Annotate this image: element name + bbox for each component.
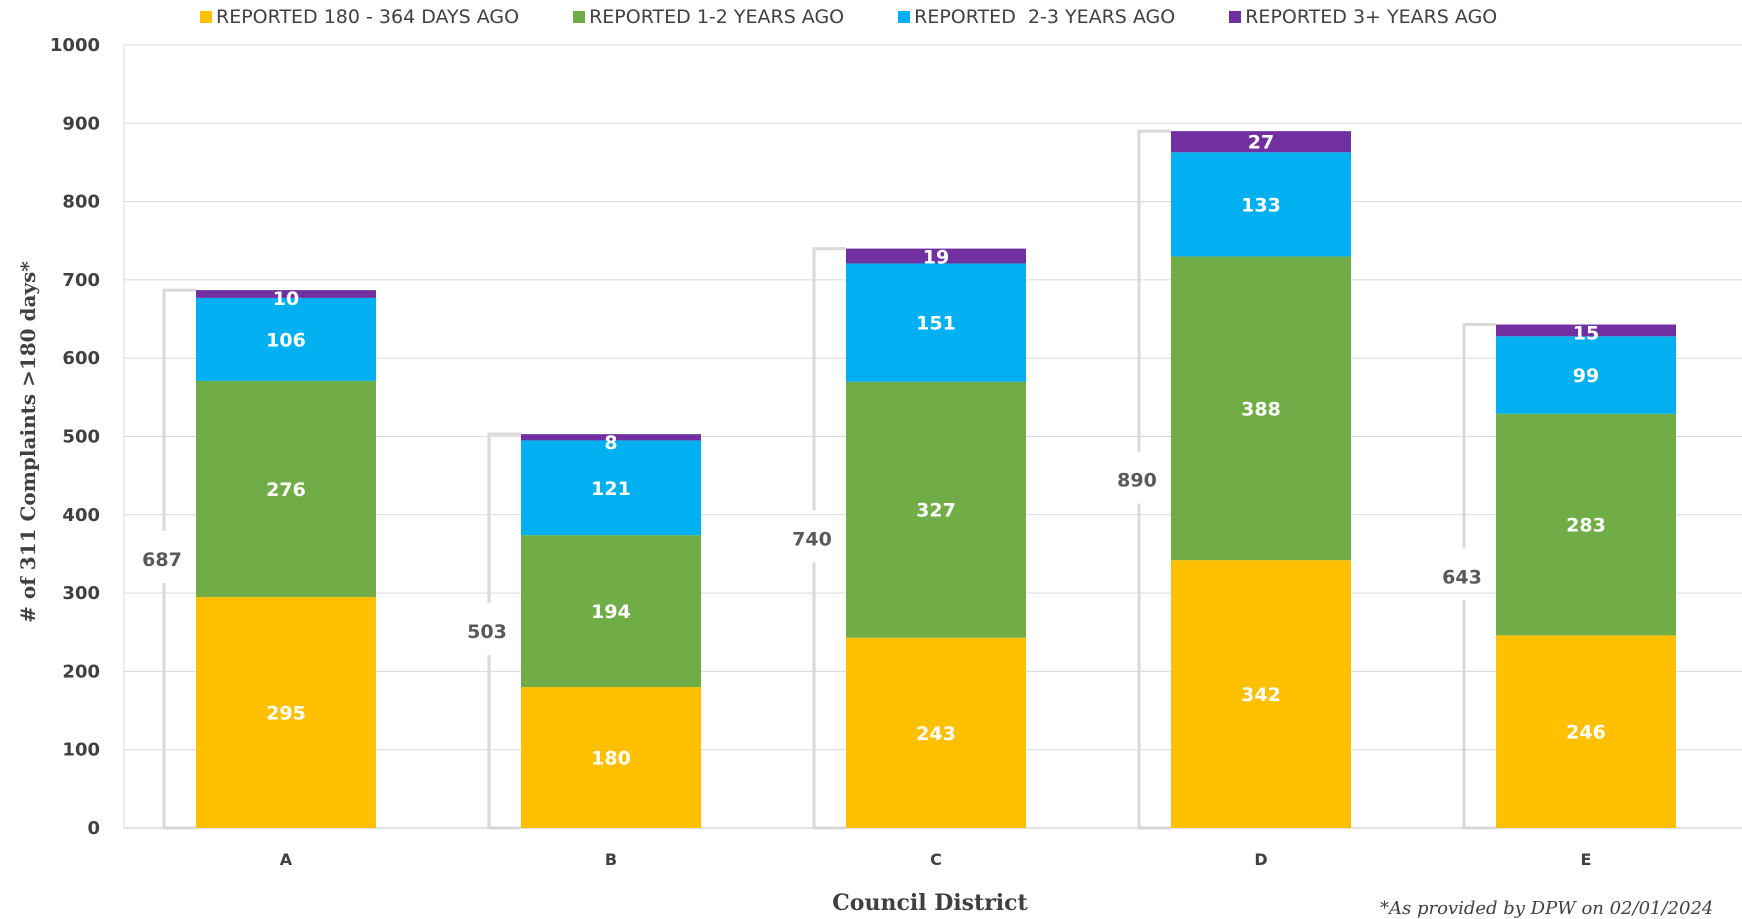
bar-segment [1496, 336, 1676, 414]
x-tick-label: C [930, 850, 942, 869]
legend-swatch [898, 11, 911, 23]
data-label: 19 [923, 247, 949, 269]
bar-segment [196, 297, 376, 381]
x-tick-label: B [605, 850, 617, 869]
legend-item: REPORTED 3+ YEARS AGO [1229, 6, 1497, 28]
data-label: 27 [1248, 132, 1274, 154]
data-label: 194 [591, 601, 631, 623]
total-bracket [487, 432, 521, 604]
y-tick-label: 100 [62, 740, 100, 761]
legend-label: REPORTED 1-2 YEARS AGO [589, 6, 845, 28]
data-label: 8 [604, 432, 617, 454]
legend-item: REPORTED 1-2 YEARS AGO [573, 6, 844, 28]
data-label: 180 [591, 748, 631, 770]
legend-label: REPORTED 2-3 YEARS AGO [914, 6, 1176, 28]
total-bracket [162, 288, 196, 532]
bar-segment [521, 535, 701, 688]
x-axis-title: Council District [832, 890, 1028, 916]
total-bracket [487, 655, 521, 830]
total-label: 503 [467, 621, 507, 643]
y-tick-label: 200 [62, 661, 100, 682]
y-tick-label: 500 [62, 427, 100, 448]
chart-legend: REPORTED 180 - 364 DAYS AGO REPORTED 1-2… [200, 6, 1497, 28]
bar-segment [196, 597, 376, 828]
bar-segment [521, 687, 701, 828]
data-label: 283 [1566, 515, 1606, 537]
data-label: 99 [1573, 365, 1599, 387]
bar-segment [196, 290, 376, 298]
y-tick-label: 900 [62, 113, 100, 134]
data-label: 388 [1241, 398, 1281, 420]
bar-segment [521, 434, 701, 441]
legend-label: REPORTED 180 - 364 DAYS AGO [216, 6, 520, 28]
bar-segment [521, 440, 701, 536]
legend-item: REPORTED 2-3 YEARS AGO [898, 6, 1175, 28]
total-label: 740 [792, 528, 832, 550]
total-bracket [812, 247, 846, 511]
bar-segment [196, 380, 376, 598]
y-tick-label: 600 [62, 348, 100, 369]
bar-segment [1171, 560, 1351, 828]
bar-segment [846, 637, 1026, 828]
bar-segment [1171, 131, 1351, 153]
total-label: 687 [142, 549, 182, 571]
total-bracket [812, 562, 846, 830]
data-label: 121 [591, 478, 631, 500]
y-tick-label: 300 [62, 583, 100, 604]
source-footnote: *As provided by DPW on 02/01/2024 [1380, 898, 1714, 919]
y-tick-label: 1000 [50, 35, 100, 56]
y-tick-label: 800 [62, 192, 100, 213]
total-bracket [1137, 503, 1171, 830]
bar-segment [1171, 152, 1351, 257]
total-bracket [1462, 600, 1496, 830]
y-axis-title: # of 311 Complaints >180 days* [16, 261, 40, 623]
y-tick-label: 0 [87, 818, 100, 839]
legend-swatch [573, 11, 586, 23]
x-tick-label: A [280, 850, 293, 869]
total-label: 643 [1442, 566, 1482, 588]
total-bracket [162, 583, 196, 830]
data-label: 10 [273, 288, 299, 310]
bar-segment [846, 248, 1026, 264]
data-label: 276 [266, 479, 306, 501]
x-tick-label: E [1581, 850, 1592, 869]
legend-swatch [1229, 11, 1242, 23]
data-label: 342 [1241, 684, 1281, 706]
bar-segment [1171, 256, 1351, 561]
data-label: 243 [916, 723, 956, 745]
y-tick-label: 700 [62, 270, 100, 291]
bar-segment [1496, 413, 1676, 636]
data-label: 133 [1241, 194, 1281, 216]
total-bracket [1137, 129, 1171, 452]
x-tick-label: D [1254, 850, 1267, 869]
data-label: 327 [916, 500, 956, 522]
y-tick-label: 400 [62, 505, 100, 526]
bar-segment [1496, 635, 1676, 828]
data-label: 106 [266, 329, 306, 351]
data-label: 151 [916, 313, 956, 335]
bar-segment [846, 263, 1026, 382]
bar-segment [846, 381, 1026, 638]
bar-segment [1496, 324, 1676, 337]
legend-label: REPORTED 3+ YEARS AGO [1245, 6, 1498, 28]
data-label: 246 [1566, 722, 1606, 744]
total-bracket [1462, 323, 1496, 549]
data-label: 295 [266, 703, 306, 725]
legend-swatch [200, 11, 212, 23]
total-label: 890 [1117, 470, 1157, 492]
data-label: 15 [1573, 323, 1599, 345]
legend-item: REPORTED 180 - 364 DAYS AGO [200, 6, 519, 28]
